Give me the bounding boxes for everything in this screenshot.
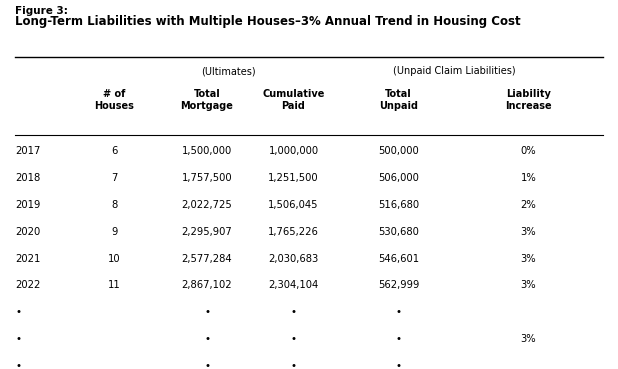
Text: •: • [204,307,210,317]
Text: •: • [396,361,402,369]
Text: (Ultimates): (Ultimates) [201,66,256,76]
Text: •: • [15,307,22,317]
Text: 1,506,045: 1,506,045 [268,200,319,210]
Text: 2018: 2018 [15,173,41,183]
Text: 1,757,500: 1,757,500 [182,173,232,183]
Text: 11: 11 [108,280,121,290]
Text: 562,999: 562,999 [378,280,419,290]
Text: 2,030,683: 2,030,683 [268,254,319,263]
Text: •: • [396,334,402,344]
Text: 3%: 3% [520,254,536,263]
Text: 506,000: 506,000 [378,173,419,183]
Text: 546,601: 546,601 [378,254,419,263]
Text: 530,680: 530,680 [378,227,419,237]
Text: 500,000: 500,000 [378,146,419,156]
Text: 2021: 2021 [15,254,41,263]
Text: Total
Unpaid: Total Unpaid [379,89,418,111]
Text: Figure 3:: Figure 3: [15,6,69,15]
Text: 1,251,500: 1,251,500 [268,173,319,183]
Text: 7: 7 [111,173,117,183]
Text: (Unpaid Claim Liabilities): (Unpaid Claim Liabilities) [393,66,515,76]
Text: 10: 10 [108,254,121,263]
Text: 1,765,226: 1,765,226 [268,227,319,237]
Text: 2,867,102: 2,867,102 [182,280,232,290]
Text: 9: 9 [111,227,117,237]
Text: Long-Term Liabilities with Multiple Houses–3% Annual Trend in Housing Cost: Long-Term Liabilities with Multiple Hous… [15,15,521,28]
Text: 2019: 2019 [15,200,41,210]
Text: 2017: 2017 [15,146,41,156]
Text: •: • [15,334,22,344]
Text: 3%: 3% [520,334,536,344]
Text: •: • [396,307,402,317]
Text: Liability
Increase: Liability Increase [505,89,552,111]
Text: 2020: 2020 [15,227,41,237]
Text: •: • [204,361,210,369]
Text: 516,680: 516,680 [378,200,419,210]
Text: 2%: 2% [520,200,536,210]
Text: 0%: 0% [520,146,536,156]
Text: # of
Houses: # of Houses [95,89,134,111]
Text: •: • [15,361,22,369]
Text: 1,000,000: 1,000,000 [268,146,319,156]
Text: 2,022,725: 2,022,725 [182,200,232,210]
Text: •: • [290,361,297,369]
Text: 3%: 3% [520,280,536,290]
Text: 1%: 1% [520,173,536,183]
Text: •: • [204,334,210,344]
Text: 2022: 2022 [15,280,41,290]
Text: •: • [290,334,297,344]
Text: 1,500,000: 1,500,000 [182,146,232,156]
Text: 2,304,104: 2,304,104 [268,280,319,290]
Text: Cumulative
Paid: Cumulative Paid [263,89,324,111]
Text: 6: 6 [111,146,117,156]
Text: 2,295,907: 2,295,907 [182,227,232,237]
Text: 3%: 3% [520,227,536,237]
Text: Total
Mortgage: Total Mortgage [180,89,234,111]
Text: 2,577,284: 2,577,284 [182,254,232,263]
Text: •: • [290,307,297,317]
Text: 8: 8 [111,200,117,210]
